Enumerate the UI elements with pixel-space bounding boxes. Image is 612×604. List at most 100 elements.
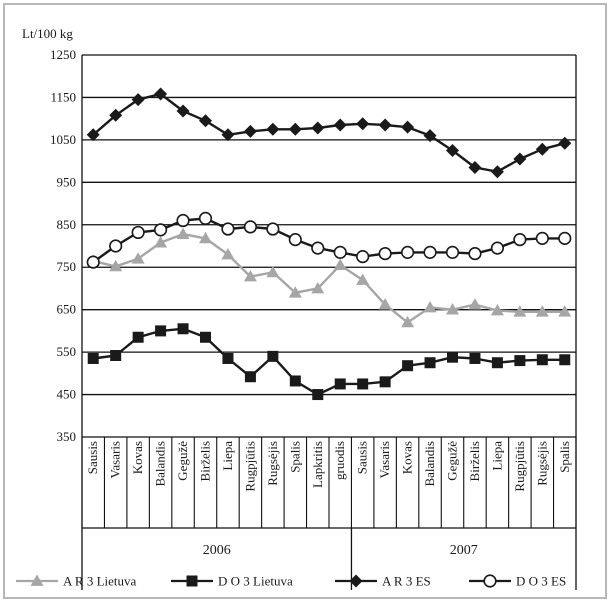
- x-tick-label: Gegužė: [175, 441, 190, 481]
- x-tick-label: Sausis: [85, 441, 100, 474]
- data-point: [558, 305, 572, 317]
- x-tick-label: Spalis: [557, 441, 572, 473]
- y-tick-label: 1250: [50, 47, 76, 62]
- legend-label: A R 3 ES: [382, 574, 431, 589]
- data-point: [356, 117, 370, 131]
- data-point: [535, 305, 549, 317]
- data-point: [356, 250, 370, 264]
- data-point: [155, 325, 167, 337]
- data-point: [288, 122, 302, 136]
- legend-label: A R 3 Lietuva: [63, 574, 137, 589]
- data-point: [176, 104, 190, 118]
- y-tick-label: 550: [57, 344, 77, 359]
- data-point: [288, 233, 302, 247]
- data-point: [200, 331, 211, 343]
- data-point: [424, 357, 436, 369]
- data-point: [243, 270, 257, 282]
- data-point: [447, 351, 458, 363]
- data-point: [400, 245, 415, 259]
- data-point: [445, 245, 460, 259]
- series-circle: [86, 211, 572, 269]
- data-point: [446, 303, 459, 315]
- data-point: [266, 222, 280, 236]
- data-point: [468, 247, 482, 261]
- data-point: [401, 315, 415, 328]
- y-tick-label: 650: [57, 302, 77, 317]
- series-square: [87, 323, 571, 401]
- legend-item: A R 3 Lietuva: [16, 574, 137, 589]
- data-point: [267, 350, 279, 362]
- data-point: [198, 211, 213, 226]
- x-tick-label: Liepa: [220, 441, 235, 471]
- data-point: [356, 273, 370, 285]
- data-point: [222, 352, 234, 364]
- data-point: [110, 350, 122, 362]
- x-tick-label: Rugpjūtis: [242, 441, 257, 492]
- y-tick-label: 350: [57, 429, 77, 444]
- x-tick-label: Lapkritis: [310, 441, 325, 488]
- x-tick-label: Sausis: [355, 441, 370, 474]
- data-point: [266, 265, 280, 278]
- data-point: [131, 225, 145, 240]
- data-point: [109, 239, 123, 253]
- x-category-labels: Sausis Vasaris Kovas Balandis Gegužė Birželis…: [81, 437, 577, 528]
- series-line: [92, 232, 565, 324]
- year-label: 2006: [203, 543, 231, 558]
- data-point: [491, 357, 503, 369]
- data-point: [334, 378, 346, 390]
- x-tick-label: Balandis: [422, 441, 437, 487]
- x-tick-label: Rugpjūtis: [512, 441, 527, 492]
- x-tick-label: Birželis: [467, 441, 482, 481]
- data-point: [132, 331, 144, 343]
- legend-marker: [349, 574, 363, 588]
- data-point: [87, 352, 99, 364]
- data-point: [154, 87, 168, 101]
- data-point: [423, 129, 437, 143]
- legend: A R 3 Lietuva D O 3 Lietuva A R 3 ES D O 3 …: [16, 574, 566, 589]
- series-layer: [86, 87, 572, 401]
- legend-marker: [30, 574, 44, 586]
- data-point: [86, 128, 100, 142]
- data-point: [536, 354, 548, 366]
- data-point: [514, 355, 526, 367]
- y-tick-label: 750: [57, 259, 77, 274]
- data-point: [311, 281, 325, 294]
- data-point: [153, 223, 168, 237]
- data-point: [333, 245, 347, 259]
- data-point: [558, 136, 572, 150]
- data-point: [312, 389, 324, 401]
- y-tick-label: 1150: [50, 89, 76, 104]
- x-tick-label: Kovas: [400, 441, 415, 474]
- data-point: [221, 128, 235, 142]
- data-point: [535, 231, 549, 245]
- data-point: [131, 252, 145, 264]
- legend-item: D O 3 ES: [469, 574, 566, 589]
- y-tick-label: 1050: [50, 132, 76, 147]
- data-point: [423, 301, 437, 313]
- data-point: [513, 233, 527, 247]
- x-tick-label: Vasaris: [377, 441, 392, 479]
- data-point: [243, 220, 258, 234]
- data-point: [177, 323, 189, 335]
- data-point: [423, 245, 437, 259]
- data-point: [401, 120, 415, 134]
- legend-label: D O 3 Lietuva: [218, 574, 293, 589]
- data-point: [513, 305, 527, 317]
- x-tick-label: Gegužė: [445, 441, 460, 481]
- series-line: [93, 327, 565, 396]
- data-point: [289, 375, 301, 387]
- y-tick-label: 450: [57, 387, 77, 402]
- x-tick-label: Rugsėjis: [534, 441, 549, 486]
- data-point: [243, 124, 257, 138]
- data-point: [244, 371, 256, 383]
- y-tick-labels: 350 450 550 650 750 850 950 1050 1150 1250: [50, 47, 76, 444]
- series-line: [92, 217, 565, 264]
- data-point: [379, 376, 391, 388]
- x-tick-label: Vasaris: [108, 441, 123, 479]
- y-tick-label: 950: [57, 174, 77, 189]
- data-point: [176, 213, 190, 228]
- data-point: [468, 160, 482, 174]
- data-point: [357, 378, 369, 390]
- data-point: [109, 108, 123, 122]
- chart-frame: [3, 3, 607, 599]
